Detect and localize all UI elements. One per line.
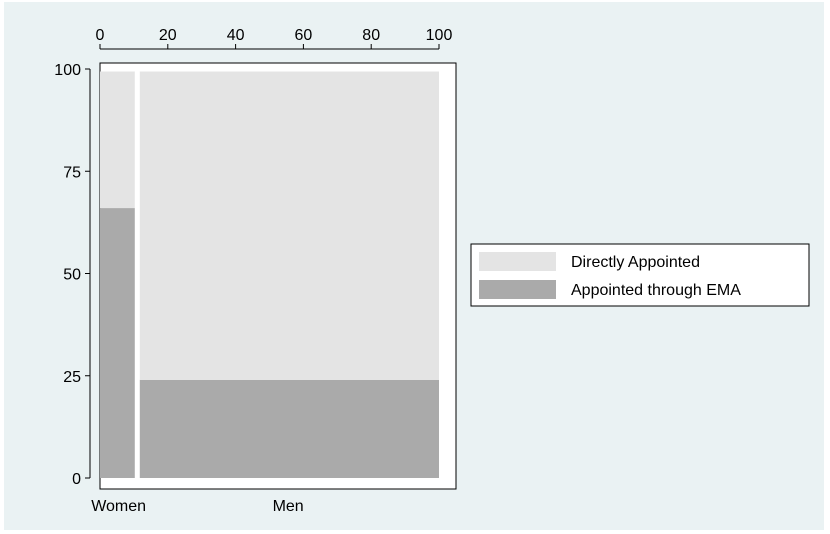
left-tick-label: 25 (63, 369, 81, 386)
top-tick-label: 20 (159, 27, 177, 44)
cell-women-appointed-through-ema (100, 208, 135, 478)
left-tick-label: 75 (63, 164, 81, 181)
left-y-axis: 0 25 50 75 100 (54, 62, 91, 488)
left-tick-label: 50 (63, 267, 81, 284)
top-tick-label: 60 (295, 27, 313, 44)
category-label-men: Men (273, 498, 304, 515)
top-tick-label: 0 (96, 27, 105, 44)
legend-items: Directly Appointed Appointed through EMA (479, 252, 741, 299)
mosaic-chart: 0 20 40 60 80 100 0 25 50 75 100 Women Men Directl… (54, 27, 810, 515)
legend-swatch (479, 252, 556, 271)
top-tick-label: 80 (362, 27, 380, 44)
cell-men-directly-appointed (139, 71, 440, 380)
cell-men-appointed-through-ema (139, 379, 440, 478)
top-tick-label: 100 (426, 27, 453, 44)
legend-swatch (479, 280, 556, 299)
legend: Directly Appointed Appointed through EMA (470, 243, 810, 307)
left-tick-label: 0 (72, 471, 81, 488)
top-x-axis: 0 20 40 60 80 100 (96, 27, 453, 50)
legend-label: Appointed through EMA (571, 282, 741, 299)
category-label-women: Women (91, 498, 146, 515)
figure: 0 20 40 60 80 100 0 25 50 75 100 Women Men Directl… (4, 2, 824, 530)
legend-label: Directly Appointed (571, 254, 700, 271)
left-tick-label: 100 (54, 62, 81, 79)
category-labels: Women Men (91, 498, 303, 515)
top-tick-label: 40 (227, 27, 245, 44)
mosaic-cells (100, 71, 440, 478)
cell-women-directly-appointed (100, 71, 135, 209)
